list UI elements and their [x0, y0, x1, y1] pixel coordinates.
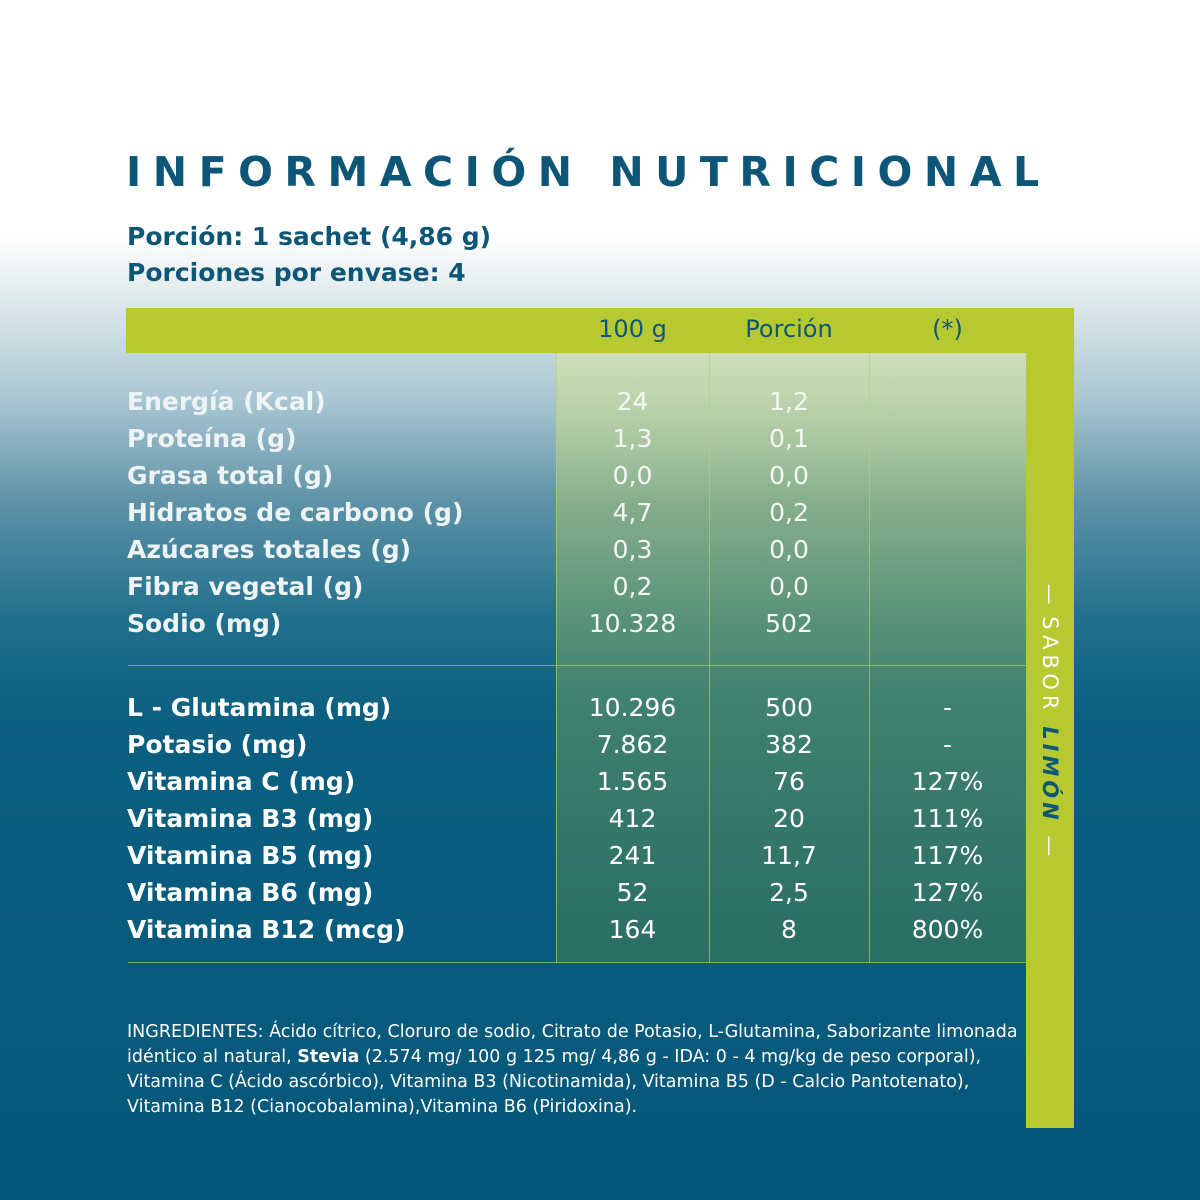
nutrient-label: Vitamina B6 (mg) — [127, 878, 374, 907]
nutrient-label: Proteína (g) — [127, 424, 297, 453]
value-per-100g: 10.296 — [588, 693, 677, 722]
value-per-100g: 241 — [608, 841, 657, 870]
value-columns-shade — [556, 353, 1026, 963]
section-divider — [128, 665, 1026, 666]
value-per-portion: 20 — [773, 804, 805, 833]
table-row: Proteína (g) 1,3 0,1 — [126, 420, 1026, 457]
nutrient-label: Sodio (mg) — [127, 609, 282, 638]
value-per-100g: 412 — [608, 804, 657, 833]
ingredients-text: INGREDIENTES: Ácido cítrico, Cloruro de … — [127, 1020, 1027, 1120]
value-per-100g: 0,3 — [612, 535, 653, 564]
value-per-100g: 52 — [616, 878, 649, 907]
table-row: Vitamina B5 (mg) 241 11,7 117% — [126, 837, 1026, 874]
flavor-name: LIMÓN — [1038, 726, 1062, 824]
column-divider — [869, 353, 870, 963]
nutrient-label: Energía (Kcal) — [127, 387, 326, 416]
value-per-portion: 0,0 — [769, 572, 809, 601]
table-header-bar — [126, 308, 1074, 353]
nutrient-label: Grasa total (g) — [127, 461, 334, 490]
nutrient-label: Vitamina C (mg) — [127, 767, 356, 796]
serving-size: Porción: 1 sachet (4,86 g) — [127, 222, 492, 251]
page-title: INFORMACIÓN NUTRICIONAL — [126, 148, 1051, 196]
header-daily-value: (*) — [932, 315, 963, 343]
value-per-portion: 11,7 — [761, 841, 817, 870]
table-row: Vitamina C (mg) 1.565 76 127% — [126, 763, 1026, 800]
value-per-100g: 164 — [608, 915, 657, 944]
nutrient-label: L - Glutamina (mg) — [127, 693, 392, 722]
table-row: Grasa total (g) 0,0 0,0 — [126, 457, 1026, 494]
value-daily-percent: 127% — [911, 878, 984, 907]
table-row: L - Glutamina (mg) 10.296 500 - — [126, 689, 1026, 726]
value-per-100g: 10.328 — [588, 609, 677, 638]
value-per-portion: 0,2 — [769, 498, 809, 527]
value-daily-percent: - — [942, 730, 953, 759]
value-per-portion: 0,0 — [769, 535, 809, 564]
value-daily-percent: - — [942, 693, 953, 722]
table-row: Hidratos de carbono (g) 4,7 0,2 — [126, 494, 1026, 531]
table-row: Sodio (mg) 10.328 502 — [126, 605, 1026, 642]
value-per-portion: 0,0 — [769, 461, 809, 490]
value-per-portion: 0,1 — [769, 424, 809, 453]
value-per-100g: 0,2 — [612, 572, 653, 601]
servings-per-container: Porciones por envase: 4 — [127, 258, 466, 287]
value-daily-percent: 800% — [911, 915, 984, 944]
value-per-portion: 8 — [781, 915, 797, 944]
value-daily-percent: 127% — [911, 767, 984, 796]
value-per-100g: 1,3 — [612, 424, 653, 453]
table-row: Energía (Kcal) 24 1,2 — [126, 383, 1026, 420]
value-per-portion: 382 — [765, 730, 813, 759]
column-divider — [556, 353, 557, 963]
flavor-dash-right: — — [1038, 835, 1062, 857]
table-row: Vitamina B6 (mg) 52 2,5 127% — [126, 874, 1026, 911]
flavor-prefix: SABOR — [1038, 616, 1062, 715]
table-bottom-divider — [128, 962, 1026, 963]
nutrient-label: Vitamina B5 (mg) — [127, 841, 374, 870]
ingredients-part-1: INGREDIENTES: Ácido cítrico, Cloruro de … — [127, 1022, 1018, 1067]
lime-side-bar — [1026, 308, 1074, 1128]
value-daily-percent: 111% — [911, 804, 984, 833]
value-per-100g: 7.862 — [596, 730, 669, 759]
column-divider — [709, 353, 710, 963]
table-row: Azúcares totales (g) 0,3 0,0 — [126, 531, 1026, 568]
nutrient-label: Fibra vegetal (g) — [127, 572, 364, 601]
table-row: Fibra vegetal (g) 0,2 0,0 — [126, 568, 1026, 605]
value-per-portion: 76 — [773, 767, 805, 796]
nutrient-label: Vitamina B3 (mg) — [127, 804, 374, 833]
value-per-100g: 0,0 — [612, 461, 653, 490]
ingredients-stevia: Stevia — [297, 1047, 360, 1067]
value-per-portion: 500 — [765, 693, 813, 722]
flavor-dash-left: — — [1038, 583, 1062, 605]
table-row: Vitamina B3 (mg) 412 20 111% — [126, 800, 1026, 837]
flavor-label: — SABOR LIMÓN — — [1038, 584, 1062, 857]
nutrient-label: Vitamina B12 (mcg) — [127, 915, 406, 944]
header-per-100g: 100 g — [598, 315, 667, 343]
table-row: Vitamina B12 (mcg) 164 8 800% — [126, 911, 1026, 948]
header-per-portion: Porción — [745, 315, 833, 343]
nutrition-section-macros: Energía (Kcal) 24 1,2 Proteína (g) 1,3 0,1 Gra… — [126, 383, 1026, 642]
value-per-portion: 1,2 — [769, 387, 809, 416]
value-per-100g: 24 — [616, 387, 649, 416]
nutrient-label: Potasio (mg) — [127, 730, 308, 759]
value-per-100g: 4,7 — [612, 498, 653, 527]
value-per-portion: 502 — [765, 609, 813, 638]
value-per-100g: 1.565 — [596, 767, 669, 796]
nutrient-label: Azúcares totales (g) — [127, 535, 412, 564]
table-row: Potasio (mg) 7.862 382 - — [126, 726, 1026, 763]
value-per-portion: 2,5 — [769, 878, 809, 907]
nutrition-section-micros: L - Glutamina (mg) 10.296 500- Potasio (mg)… — [126, 689, 1026, 948]
value-daily-percent: 117% — [911, 841, 984, 870]
ingredients-part-2: (2.574 mg/ 100 g 125 mg/ 4,86 g - IDA: 0… — [127, 1047, 982, 1117]
nutrient-label: Hidratos de carbono (g) — [127, 498, 464, 527]
